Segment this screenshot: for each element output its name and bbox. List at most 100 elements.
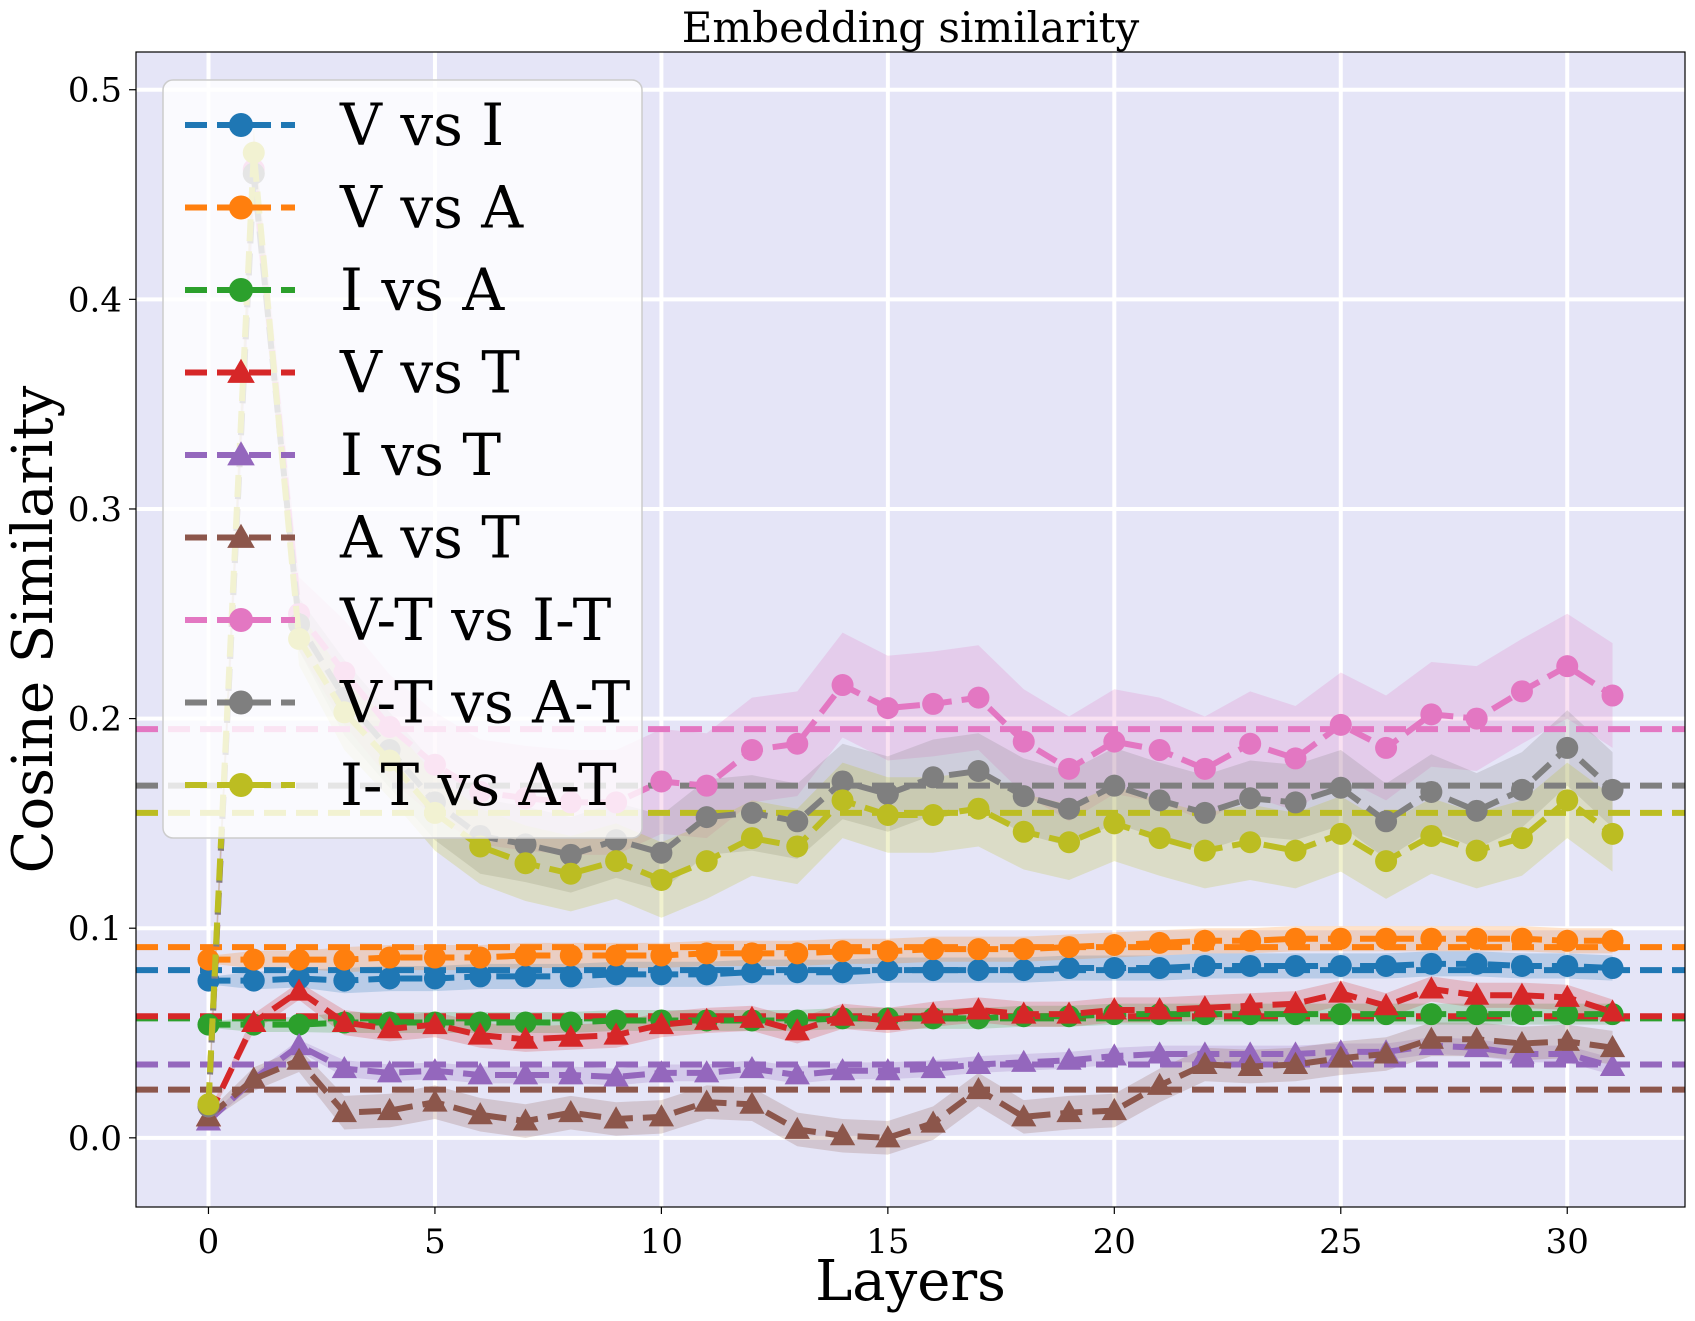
a-vs-t-point [1418,1026,1445,1049]
v-t-vs-i-t-point [1510,680,1533,703]
x-tick-label: 10 [640,1222,683,1262]
v-t-vs-i-t-point [1465,707,1488,730]
v-vs-a-point [967,938,990,961]
v-vs-a-point [1510,927,1533,950]
v-t-vs-a-t-point [1148,789,1171,812]
a-vs-t-point [1101,1097,1127,1121]
v-vs-t-point [1418,976,1445,999]
v-vs-t-point [694,1007,720,1030]
v-vs-t-point [1464,982,1490,1005]
i-t-vs-a-t-point [1420,824,1443,847]
v-vs-a-point [1329,927,1352,950]
a-vs-t-point [331,1100,357,1123]
legend-entry: V vs I [185,91,504,159]
a-vs-t-point [1011,1104,1037,1127]
i-t-vs-a-t-point [967,797,990,820]
legend: V vs I V vs A I vs A V vs T I vs T A vs T V-T … [162,79,643,839]
i-t-vs-a-t-point [514,852,537,875]
i-t-vs-a-t-point [605,850,628,873]
i-vs-t-point [422,1058,448,1081]
v-vs-i-point [1465,952,1488,975]
legend-swatch-marker [229,773,253,797]
i-vs-t-point [603,1064,629,1087]
v-t-vs-i-t-point [1284,747,1307,770]
v-t-vs-i-t-point [695,774,718,797]
i-t-vs-a-t-point [1375,850,1398,873]
v-t-vs-a-t-point [650,841,673,864]
v-vs-a-point [423,946,446,969]
v-t-vs-i-t-point [1058,757,1081,780]
a-vs-t-point [1192,1051,1218,1074]
v-vs-t-line [205,985,1614,1119]
v-vs-a-point [1375,927,1398,950]
a-vs-t-point [376,1097,403,1121]
i-vs-t-point [512,1062,539,1085]
v-vs-a-series [197,927,1624,971]
v-vs-t-point [1192,995,1218,1018]
v-vs-t-point [1056,1001,1082,1024]
v-t-vs-a-t-point [1329,776,1352,799]
v-t-vs-i-t-point [1556,655,1579,678]
legend-swatch-marker [229,195,253,220]
a-vs-t-point [694,1089,720,1112]
v-t-vs-a-t-point [1375,810,1398,833]
v-vs-a-point [1193,929,1216,952]
x-tick-label: 0 [198,1222,220,1262]
v-t-vs-i-t-point [922,692,945,715]
a-vs-t-point [558,1100,584,1123]
v-vs-t-point [422,1011,448,1035]
legend-label: V vs T [339,339,520,407]
legend-swatch-marker [229,113,253,137]
legend-box [162,79,643,839]
v-vs-i-point [650,963,673,986]
i-vs-a-point [605,1009,628,1032]
v-vs-i-point [1420,952,1443,975]
i-t-vs-a-t-point [1465,839,1488,862]
v-vs-a-point [1556,929,1579,952]
v-vs-t-series [195,976,1626,1127]
legend-entry: A vs T [185,504,520,572]
v-vs-a-point [288,948,311,971]
v-vs-i-point [967,959,990,982]
y-tick-label: 0.5 [68,71,122,111]
y-tick-label: 0.2 [68,700,122,740]
v-vs-a-point [559,944,582,967]
v-vs-i-point [1375,954,1398,977]
i-vs-t-point [829,1058,856,1081]
i-vs-t-point [1146,1041,1173,1064]
a-vs-t-point [1282,1051,1309,1074]
tick-labels: 0 5 10 15 20 25 30 0.0 0.1 0.2 0.3 0.4 0.5 [68,71,1589,1262]
v-vs-t-point [1554,984,1580,1007]
i-vs-a-point [1556,1003,1579,1026]
v-t-vs-a-t-point [1058,797,1081,820]
v-vs-a-point [1012,938,1035,961]
v-t-vs-i-t-point [1103,730,1126,753]
v-t-vs-a-t-point [514,833,537,856]
v-t-vs-i-t-point [1601,684,1624,707]
v-vs-t-point [829,1003,856,1026]
v-vs-i-point [1510,954,1533,977]
v-vs-i-point [559,965,582,988]
v-vs-a-point [1058,936,1081,959]
a-vs-t-point [875,1125,901,1148]
i-vs-t-point [331,1056,357,1079]
i-vs-t-point [1554,1041,1580,1064]
v-vs-a-point [378,946,401,969]
v-vs-a-point [786,942,809,965]
y-tick-label: 0.3 [68,490,122,530]
x-tick-label: 30 [1546,1222,1589,1262]
v-t-vs-a-t-point [967,759,990,782]
v-vs-i-point [1012,959,1035,982]
i-t-vs-a-t-point [695,850,718,873]
v-vs-i-point [1329,954,1352,977]
v-vs-t-point [286,978,312,1001]
i-t-vs-a-t-point [786,835,809,858]
v-vs-a-point [1284,927,1307,950]
a-vs-t-point [829,1123,856,1146]
i-vs-t-point [965,1051,992,1074]
i-t-vs-a-t-point [197,1093,220,1116]
i-vs-t-point [1237,1041,1263,1064]
v-t-vs-a-t-point [559,843,582,866]
